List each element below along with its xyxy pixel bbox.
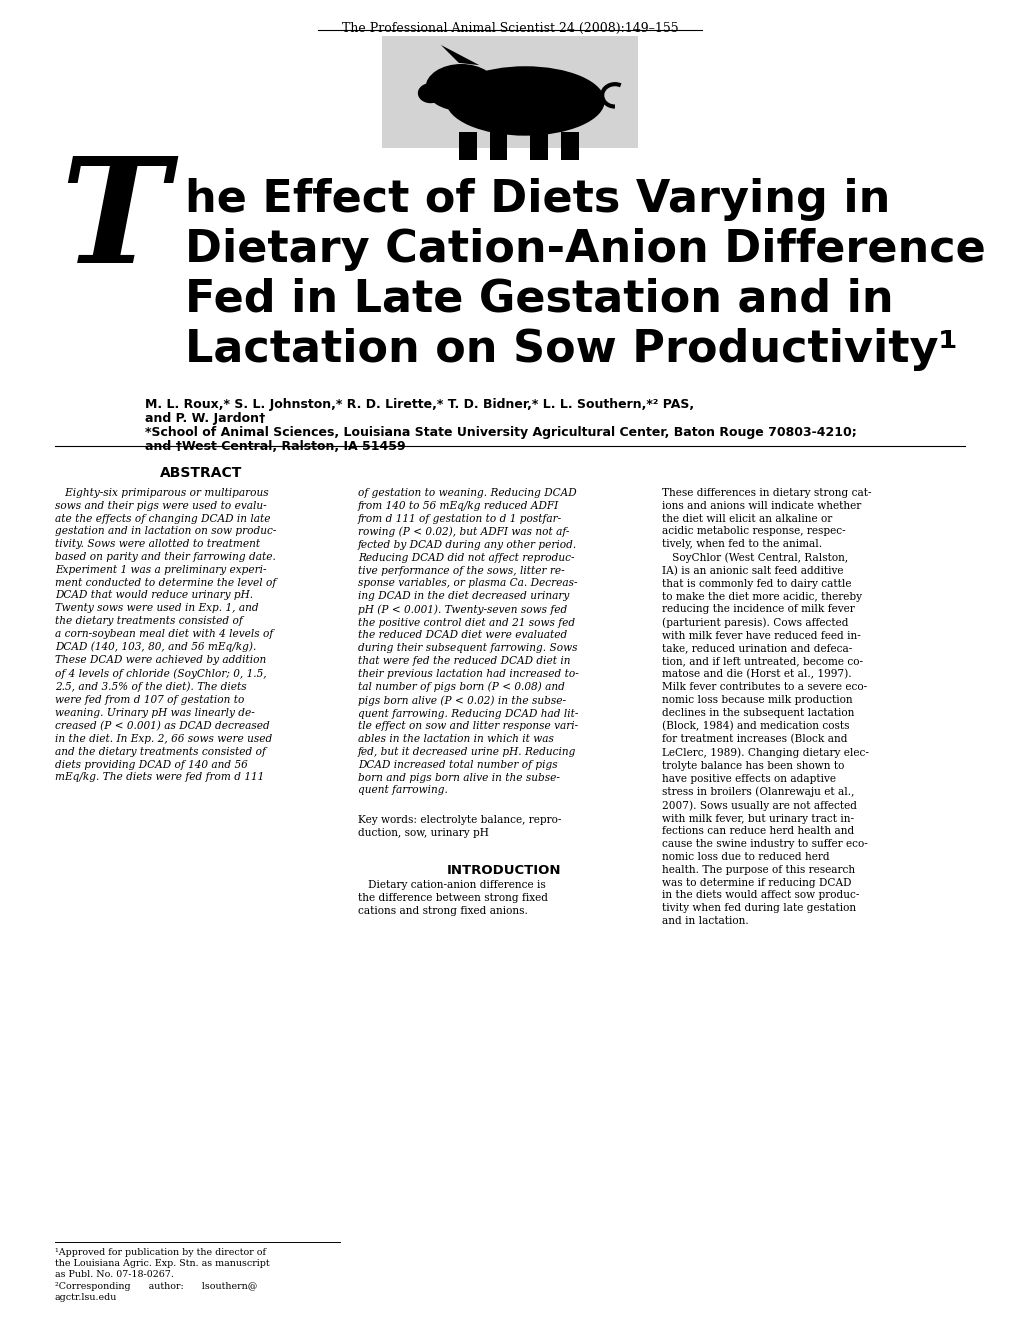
Text: The Professional Animal Scientist 24 (2008):149–155: The Professional Animal Scientist 24 (20… [341,22,678,36]
Text: Eighty-six primiparous or multiparous
sows and their pigs were used to evalu-
at: Eighty-six primiparous or multiparous so… [55,488,276,783]
Text: Lactation on Sow Productivity¹: Lactation on Sow Productivity¹ [184,327,957,371]
Text: of gestation to weaning. Reducing DCAD
from 140 to 56 mEq/kg reduced ADFI
from d: of gestation to weaning. Reducing DCAD f… [358,488,578,796]
Bar [560,132,579,160]
Ellipse shape [425,63,496,111]
Text: M. L. Roux,* S. L. Johnston,* R. D. Lirette,* T. D. Bidner,* L. L. Southern,*² P: M. L. Roux,* S. L. Johnston,* R. D. Lire… [145,399,694,411]
Ellipse shape [445,66,604,136]
Text: Dietary cation-anion difference is
the difference between strong fixed
cations a: Dietary cation-anion difference is the d… [358,880,547,916]
Text: ¹Approved for publication by the director of
the Louisiana Agric. Exp. Stn. as m: ¹Approved for publication by the directo… [55,1247,269,1279]
Text: Key words: electrolyte balance, repro-
duction, sow, urinary pH: Key words: electrolyte balance, repro- d… [358,816,560,838]
Polygon shape [440,45,479,65]
Text: INTRODUCTION: INTRODUCTION [446,865,561,878]
Bar [382,36,637,148]
Text: and †West Central, Ralston, IA 51459: and †West Central, Ralston, IA 51459 [145,440,406,453]
Bar [489,132,506,160]
Text: ABSTRACT: ABSTRACT [160,466,243,480]
Text: These differences in dietary strong cat-
ions and anions will indicate whether
t: These differences in dietary strong cat-… [661,488,870,925]
Text: ²Corresponding      author:      lsouthern@
agctr.lsu.edu: ²Corresponding author: lsouthern@ agctr.… [55,1282,257,1302]
Text: T: T [60,152,168,293]
Bar [459,132,476,160]
Text: Dietary Cation-Anion Difference: Dietary Cation-Anion Difference [184,228,984,271]
Text: Fed in Late Gestation and in: Fed in Late Gestation and in [184,279,893,321]
Ellipse shape [418,83,443,103]
Text: he Effect of Diets Varying in: he Effect of Diets Varying in [184,178,890,220]
Bar [530,132,548,160]
Text: *School of Animal Sciences, Louisiana State University Agricultural Center, Bato: *School of Animal Sciences, Louisiana St… [145,426,856,440]
Text: and P. W. Jardon†: and P. W. Jardon† [145,412,265,425]
